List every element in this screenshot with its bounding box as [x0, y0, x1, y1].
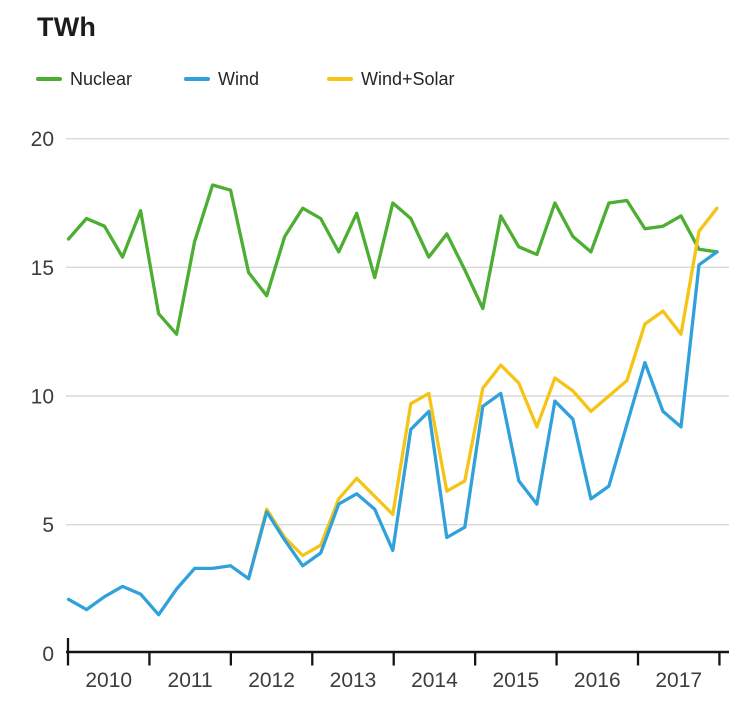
- y-tick-label-10: 10: [31, 386, 54, 409]
- x-tick-label-2010: 2010: [85, 669, 132, 692]
- x-tick-label-2014: 2014: [411, 669, 458, 692]
- y-gridlines: [66, 137, 729, 526]
- legend-item-nuclear: Nuclear: [36, 66, 132, 92]
- wind-solar-line: [246, 206, 719, 581]
- nuclear-swatch-icon: [36, 77, 62, 81]
- y-axis-labels: 20 15 10 5 0: [31, 128, 54, 666]
- wind-solar-swatch-icon: [327, 77, 353, 81]
- x-axis: [66, 638, 729, 666]
- x-tick-label-2016: 2016: [574, 669, 621, 692]
- y-tick-label-5: 5: [42, 514, 54, 537]
- x-tick-label-2017: 2017: [655, 669, 702, 692]
- x-tick-label-2011: 2011: [168, 669, 213, 692]
- y-tick-label-0: 0: [42, 643, 54, 666]
- chart-legend: Nuclear Wind Wind+Solar: [0, 66, 755, 92]
- legend-label-nuclear: Nuclear: [70, 68, 133, 89]
- legend-label-wind: Wind: [218, 68, 260, 89]
- y-tick-label-20: 20: [31, 128, 54, 151]
- legend-item-wind: Wind: [184, 66, 259, 92]
- y-tick-label-15: 15: [31, 257, 54, 280]
- x-tick-label-2012: 2012: [248, 669, 295, 692]
- x-tick-label-2013: 2013: [330, 669, 377, 692]
- x-axis-labels: 2010 2011 2012 2013 2014 2015 2016 2017: [85, 669, 702, 692]
- wind-line: [66, 250, 719, 617]
- series-lines: [66, 183, 719, 617]
- legend-label-wind-solar: Wind+Solar: [361, 68, 455, 89]
- legend-item-wind-solar: Wind+Solar: [327, 66, 455, 92]
- nuclear-line: [66, 183, 719, 336]
- chart-title: TWh: [37, 12, 97, 42]
- wind-swatch-icon: [184, 77, 210, 81]
- x-tick-label-2015: 2015: [493, 669, 540, 692]
